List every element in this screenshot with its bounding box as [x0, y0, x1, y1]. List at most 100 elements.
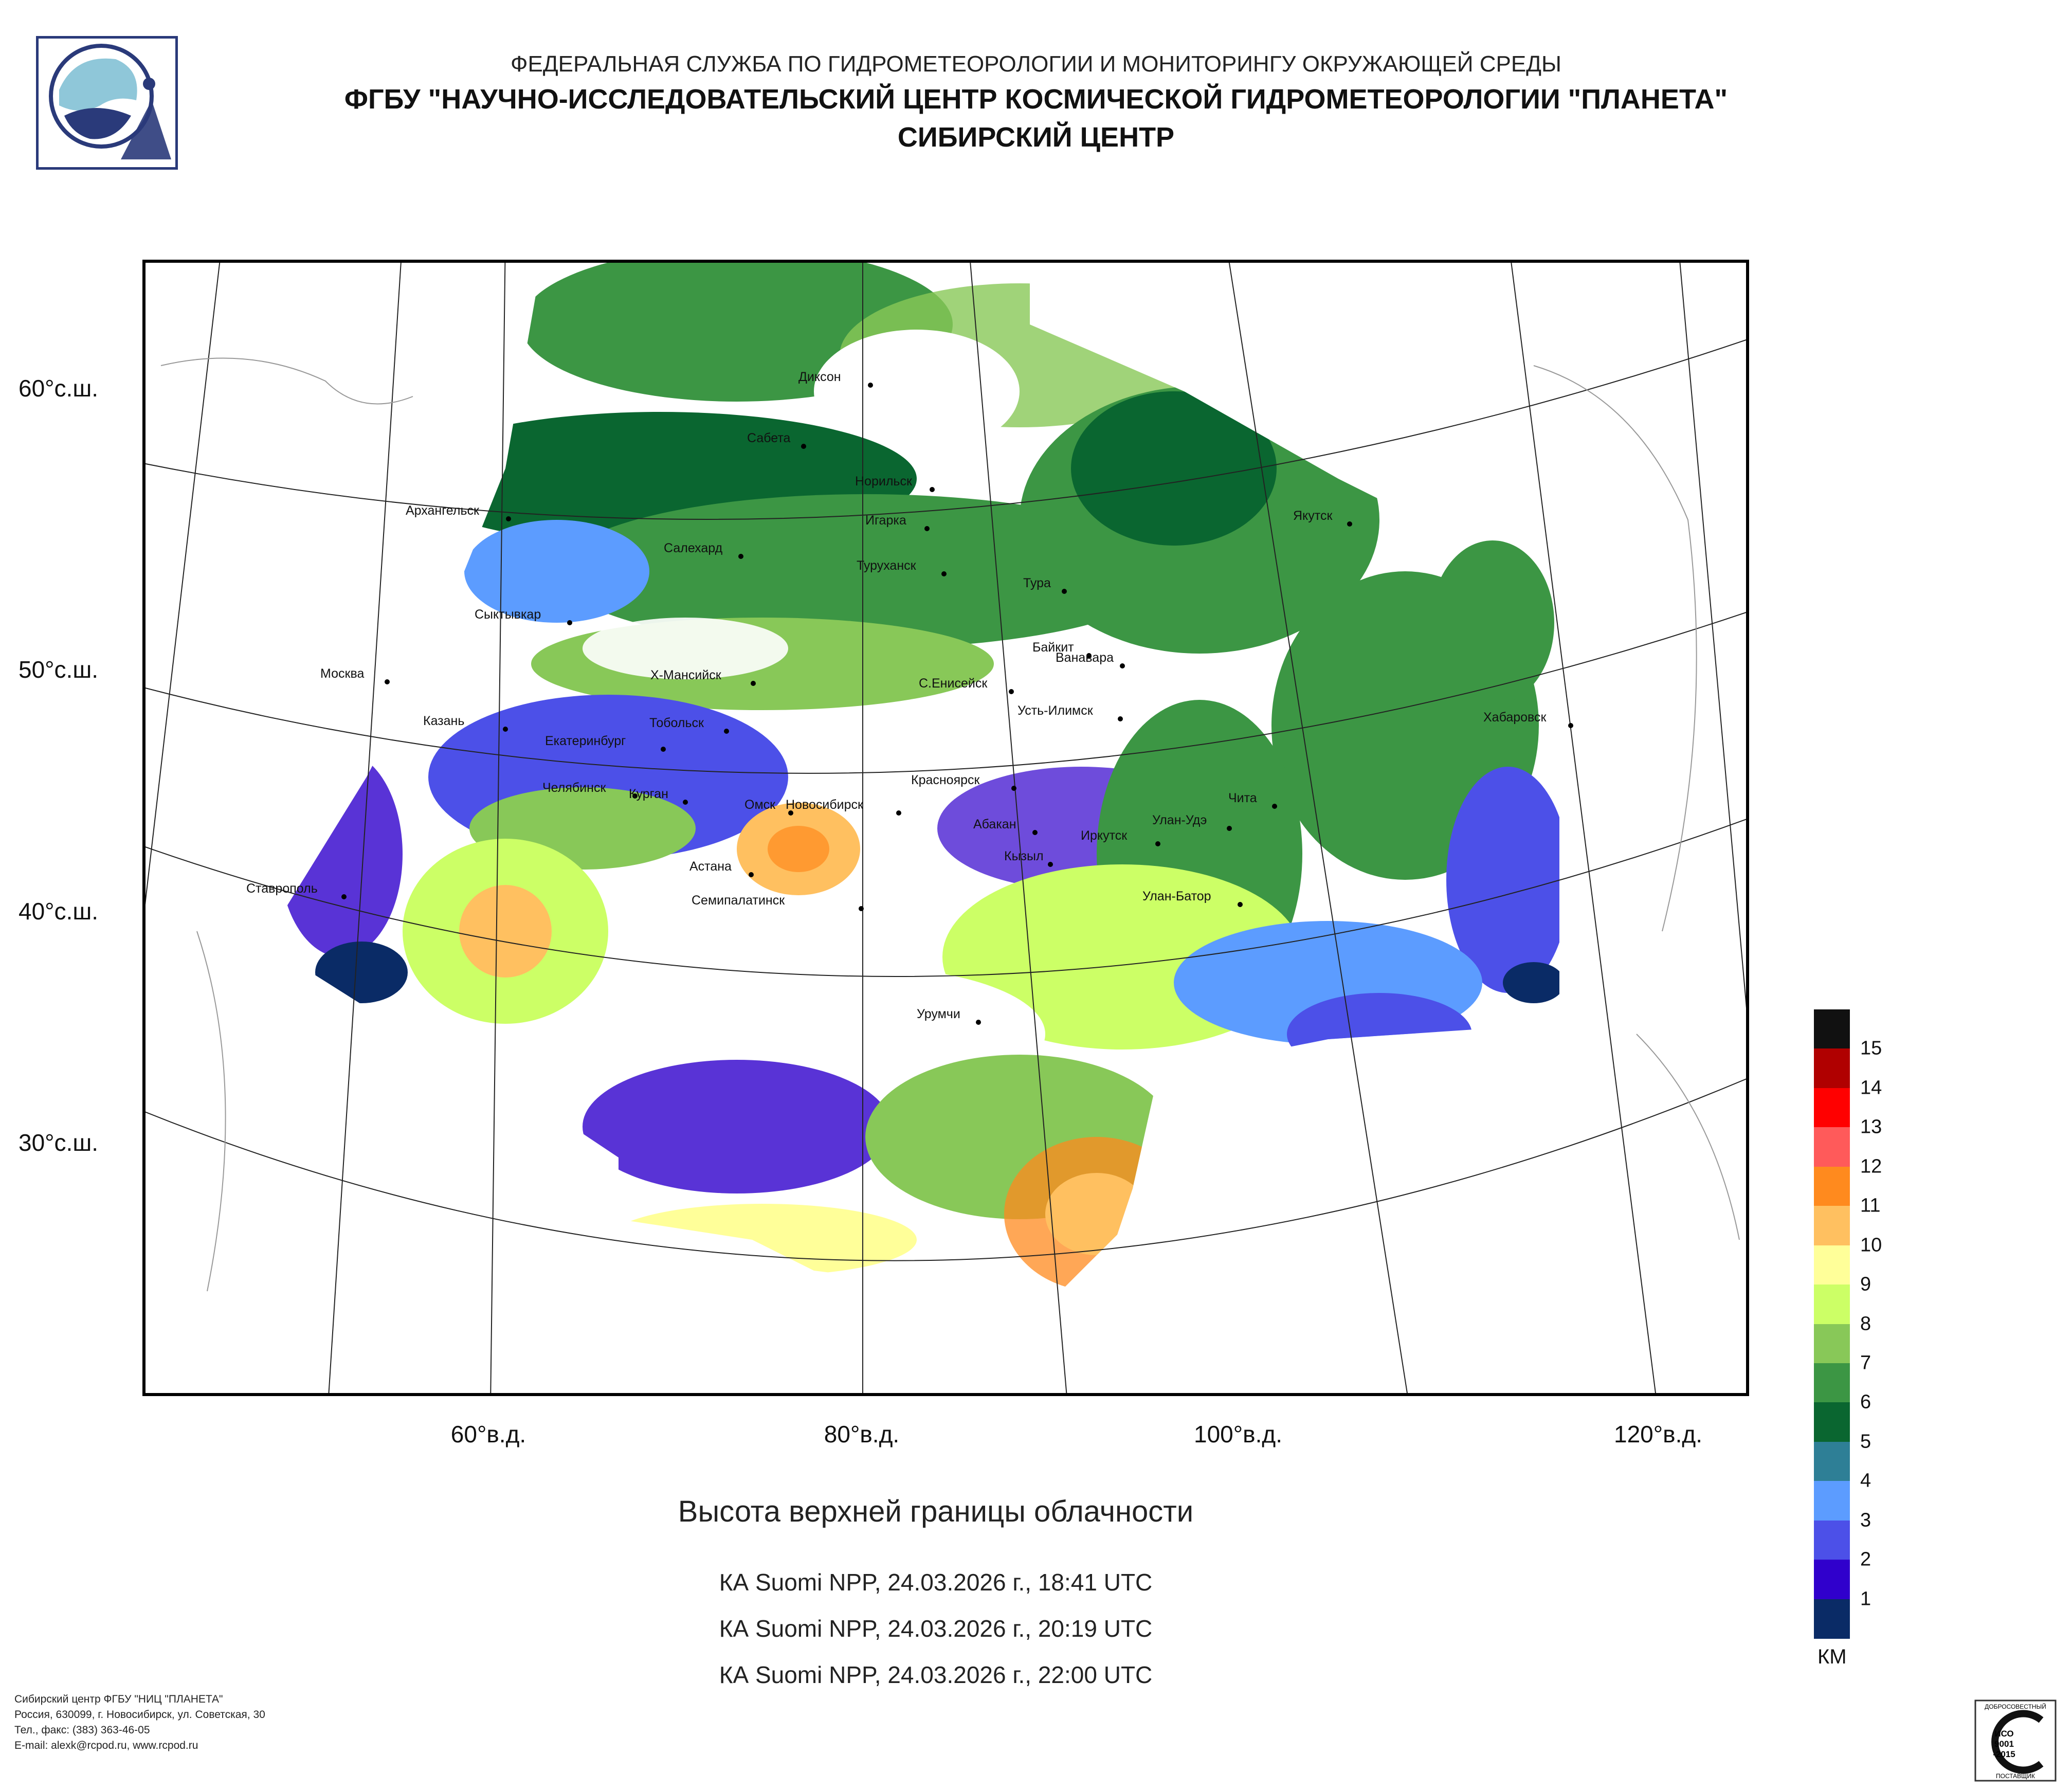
city-label: Тура — [1023, 576, 1051, 590]
legend-label: 9 — [1860, 1273, 1871, 1295]
legend-swatch — [1814, 1166, 1850, 1207]
legend-label: 14 — [1860, 1077, 1882, 1099]
city-dot — [788, 810, 793, 816]
city-label: Архангельск — [406, 503, 480, 518]
legend-swatch — [1814, 1048, 1850, 1089]
city-dot — [738, 554, 743, 559]
city-label: Туруханск — [857, 558, 917, 573]
city-dot — [749, 872, 754, 877]
city-label: Курган — [629, 787, 668, 801]
city-dot — [724, 729, 729, 734]
city-label: Усть-Илимск — [1017, 703, 1094, 718]
footer-line-2: Россия, 630099, г. Новосибирск, ул. Сове… — [14, 1709, 265, 1721]
legend-swatch — [1814, 1560, 1850, 1600]
map-title: Высота верхней границы облачности — [678, 1495, 1194, 1528]
legend-swatch — [1814, 1402, 1850, 1442]
institute-name: ФГБУ "НАУЧНО-ИССЛЕДОВАТЕЛЬСКИЙ ЦЕНТР КОС… — [344, 84, 1728, 115]
city-label: Челябинск — [542, 781, 606, 795]
city-dot — [1009, 689, 1014, 694]
legend-label: 15 — [1860, 1037, 1882, 1059]
city-label: Ставрополь — [246, 881, 318, 896]
city-label: Абакан — [973, 817, 1016, 831]
legend-swatch — [1814, 1206, 1850, 1246]
graticule — [146, 263, 1746, 1393]
city-dot — [1120, 663, 1125, 668]
city-dot — [1227, 826, 1232, 831]
legend-label: 6 — [1860, 1391, 1871, 1413]
city-dot — [859, 906, 864, 911]
legend-swatch — [1814, 1009, 1850, 1050]
city-dot — [924, 526, 930, 531]
city-label: Салехард — [664, 541, 723, 555]
city-label: Семипалатинск — [692, 893, 785, 908]
legend-label: 3 — [1860, 1509, 1871, 1531]
city-dot — [506, 516, 511, 521]
city-label: Норильск — [855, 474, 913, 489]
legend-swatch — [1814, 1481, 1850, 1521]
lat-label-60: 60°с.ш. — [19, 375, 99, 402]
lat-label-40: 40°с.ш. — [19, 898, 99, 925]
city-label: Улан-Батор — [1142, 889, 1211, 903]
city-label: Чита — [1228, 791, 1257, 805]
pass-1: КА Suomi NPP, 24.03.2026 г., 18:41 UTC — [719, 1569, 1153, 1596]
city-label: Ванавара — [1056, 650, 1114, 665]
city-label: Урумчи — [917, 1007, 960, 1021]
city-dot — [1238, 902, 1243, 907]
legend-swatch — [1814, 1520, 1850, 1561]
city-label: Сыктывкар — [475, 607, 541, 622]
legend-swatch — [1814, 1324, 1850, 1364]
legend-swatch — [1814, 1088, 1850, 1128]
city-label: Астана — [689, 859, 732, 874]
city-label: Иркутск — [1081, 828, 1128, 843]
agency-name: ФЕДЕРАЛЬНАЯ СЛУЖБА ПО ГИДРОМЕТЕОРОЛОГИИ … — [511, 51, 1561, 77]
lon-label-60: 60°в.д. — [450, 1421, 526, 1448]
city-label: Красноярск — [911, 773, 980, 787]
cert-2015: -2015 — [1993, 1749, 2015, 1759]
city-dot — [976, 1020, 981, 1025]
lon-label-80: 80°в.д. — [824, 1421, 900, 1448]
legend-label: 5 — [1860, 1431, 1871, 1453]
city-dot — [683, 800, 688, 805]
city-label: Сабета — [747, 431, 791, 445]
legend-swatch — [1814, 1245, 1850, 1286]
legend-swatch — [1814, 1127, 1850, 1167]
legend-swatch — [1814, 1285, 1850, 1325]
city-dot — [930, 487, 935, 492]
cert-top: ДОБРОСОВЕСТНЫЙ — [1985, 1703, 2046, 1710]
legend-label: 10 — [1860, 1234, 1882, 1256]
city-dot — [385, 679, 390, 684]
lon-label-100: 100°в.д. — [1194, 1421, 1282, 1448]
city-label: Х-Мансийск — [650, 668, 722, 682]
legend-label: 1 — [1860, 1588, 1871, 1610]
city-dot — [341, 894, 347, 899]
legend-swatch — [1814, 1363, 1850, 1403]
city-dot — [1032, 830, 1038, 835]
legend-label: 4 — [1860, 1470, 1871, 1492]
city-label: Тобольск — [649, 716, 704, 730]
city-label: С.Енисейск — [919, 676, 988, 691]
iso-certification-badge: ДОБРОСОВЕСТНЫЙ ИСО 9001 -2015 ПОСТАВЩИК — [1974, 1699, 2057, 1782]
city-label: Екатеринбург — [545, 734, 626, 748]
legend-swatch — [1814, 1599, 1850, 1639]
city-dot — [1086, 653, 1092, 658]
legend-label: 11 — [1860, 1195, 1881, 1217]
city-dot — [503, 727, 508, 732]
pass-3: КА Suomi NPP, 24.03.2026 г., 22:00 UTC — [719, 1661, 1153, 1688]
city-label: Улан-Удэ — [1152, 813, 1207, 827]
city-dot — [868, 383, 873, 388]
legend-label: 12 — [1860, 1155, 1882, 1178]
center-name: СИБИРСКИЙ ЦЕНТР — [897, 122, 1175, 153]
city-markers: Диксон Сабета Норильск Игарка Архангельск Сал… — [246, 370, 1573, 1025]
city-dot — [751, 681, 756, 686]
city-dot — [941, 571, 947, 576]
footer-line-3: Тел., факс: (383) 363-46-05 — [14, 1724, 150, 1736]
city-dot — [1011, 786, 1016, 791]
lat-label-30: 30°с.ш. — [19, 1129, 99, 1156]
city-dot — [1118, 716, 1123, 721]
cloud-swath — [259, 263, 1559, 1301]
footer-line-1: Сибирский центр ФГБУ "НИЦ "ПЛАНЕТА" — [14, 1693, 223, 1705]
coastlines — [160, 357, 1740, 1292]
city-dot — [661, 747, 666, 752]
legend-unit: КМ — [1817, 1645, 1847, 1668]
cert-9001: 9001 — [1994, 1739, 2014, 1749]
